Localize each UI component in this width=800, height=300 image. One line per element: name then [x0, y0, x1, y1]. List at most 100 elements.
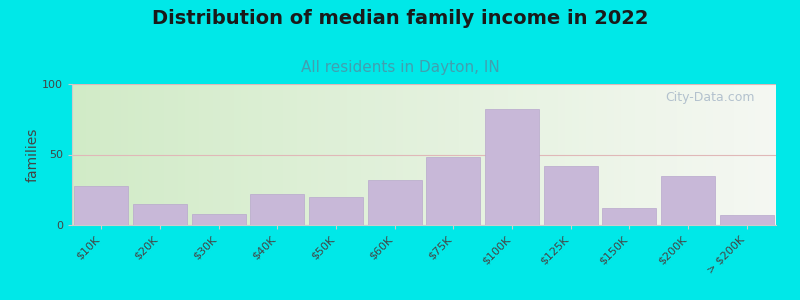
Bar	[250, 194, 304, 225]
Bar	[628, 84, 635, 225]
Bar	[192, 84, 198, 225]
Bar	[79, 84, 86, 225]
Bar	[410, 84, 417, 225]
Bar	[157, 84, 163, 225]
Bar	[593, 84, 600, 225]
Bar	[474, 84, 480, 225]
Bar	[290, 84, 298, 225]
Bar	[698, 84, 706, 225]
Bar	[691, 84, 698, 225]
Bar	[142, 84, 150, 225]
Bar	[635, 84, 642, 225]
Bar	[550, 84, 558, 225]
Bar	[309, 197, 363, 225]
Bar	[565, 84, 572, 225]
Bar	[304, 84, 311, 225]
Bar	[572, 84, 579, 225]
Bar	[509, 84, 515, 225]
Bar	[241, 84, 248, 225]
Bar	[248, 84, 255, 225]
Bar	[502, 84, 509, 225]
Bar	[339, 84, 346, 225]
Bar	[389, 84, 396, 225]
Bar	[663, 84, 670, 225]
Bar	[586, 84, 593, 225]
Bar	[621, 84, 628, 225]
Bar	[431, 84, 438, 225]
Bar	[480, 84, 487, 225]
Bar	[741, 84, 748, 225]
Bar	[311, 84, 318, 225]
Bar	[72, 84, 79, 225]
Text: All residents in Dayton, IN: All residents in Dayton, IN	[301, 60, 499, 75]
Bar	[678, 84, 685, 225]
Bar	[382, 84, 389, 225]
Bar	[163, 84, 170, 225]
Bar	[438, 84, 445, 225]
Bar	[459, 84, 466, 225]
Bar	[333, 84, 339, 225]
Bar	[748, 84, 755, 225]
Bar	[234, 84, 241, 225]
Bar	[670, 84, 678, 225]
Bar	[185, 84, 192, 225]
Bar	[685, 84, 691, 225]
Bar	[220, 84, 227, 225]
Bar	[374, 84, 382, 225]
Bar	[726, 84, 734, 225]
Bar	[192, 214, 246, 225]
Bar	[522, 84, 530, 225]
Bar	[607, 84, 614, 225]
Bar	[114, 84, 122, 225]
Bar	[762, 84, 769, 225]
Bar	[198, 84, 206, 225]
Bar	[100, 84, 107, 225]
Bar	[227, 84, 234, 225]
Bar	[426, 157, 480, 225]
Bar	[600, 84, 607, 225]
Bar	[530, 84, 537, 225]
Bar	[361, 84, 368, 225]
Bar	[206, 84, 213, 225]
Bar	[93, 84, 100, 225]
Bar	[396, 84, 403, 225]
Bar	[133, 204, 187, 225]
Bar	[445, 84, 452, 225]
Bar	[734, 84, 741, 225]
Bar	[122, 84, 128, 225]
Bar	[276, 84, 283, 225]
Bar	[346, 84, 354, 225]
Bar	[706, 84, 713, 225]
Bar	[417, 84, 424, 225]
Bar	[558, 84, 565, 225]
Bar	[135, 84, 142, 225]
Bar	[656, 84, 663, 225]
Bar	[74, 185, 128, 225]
Bar	[544, 166, 598, 225]
Bar	[713, 84, 720, 225]
Bar	[494, 84, 502, 225]
Bar	[466, 84, 474, 225]
Bar	[452, 84, 459, 225]
Bar	[424, 84, 431, 225]
Bar	[368, 84, 374, 225]
Bar	[150, 84, 157, 225]
Bar	[354, 84, 361, 225]
Bar	[544, 84, 550, 225]
Bar	[318, 84, 326, 225]
Bar	[579, 84, 586, 225]
Bar	[326, 84, 333, 225]
Bar	[720, 215, 774, 225]
Bar	[661, 176, 715, 225]
Bar	[403, 84, 410, 225]
Bar	[262, 84, 269, 225]
Bar	[720, 84, 726, 225]
Bar	[86, 84, 93, 225]
Bar	[614, 84, 621, 225]
Bar	[298, 84, 304, 225]
Bar	[269, 84, 276, 225]
Bar	[368, 180, 422, 225]
Bar	[283, 84, 290, 225]
Bar	[487, 84, 494, 225]
Bar	[755, 84, 762, 225]
